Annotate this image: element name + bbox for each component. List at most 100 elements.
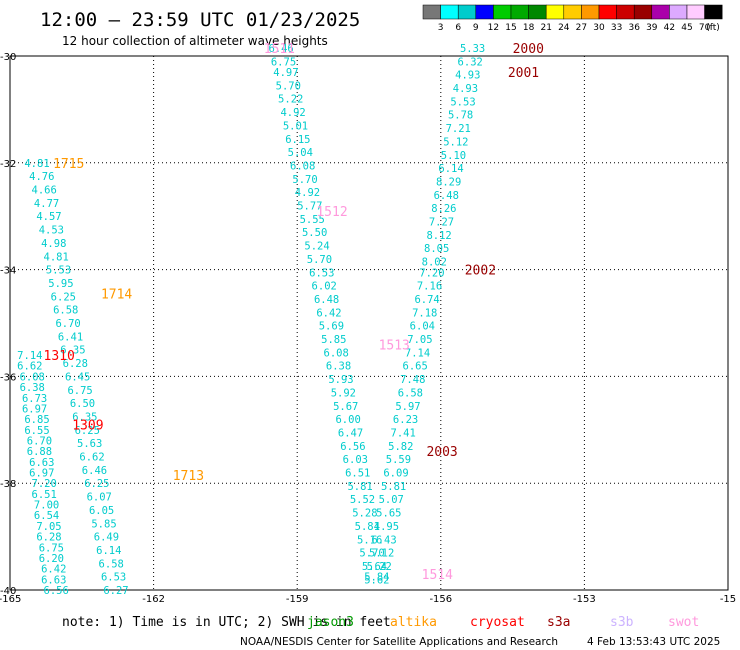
scale-label: 27 xyxy=(576,23,587,33)
footer-timestamp: 4 Feb 13:53:43 UTC 2025 xyxy=(587,636,720,648)
wave-height-value: 6.28 xyxy=(63,358,88,370)
wave-height-value: 6.14 xyxy=(96,545,121,557)
wave-height-value: 5.50 xyxy=(302,227,327,239)
x-tick-label: -159 xyxy=(286,594,309,605)
wave-height-value: 5.12 xyxy=(369,548,394,560)
wave-height-value: 5.12 xyxy=(443,136,468,148)
wave-height-value: 6.25 xyxy=(75,425,100,437)
wave-height-value: 5.64 xyxy=(362,561,387,573)
wave-height-value: 6.35 xyxy=(72,411,97,423)
track-label: 1713 xyxy=(173,469,204,484)
wave-height-value: 5.92 xyxy=(331,387,356,399)
grid xyxy=(9,55,729,591)
wave-height-value: 5.70 xyxy=(307,254,332,266)
scale-label: 42 xyxy=(664,23,675,33)
wave-height-value: 5.95 xyxy=(48,278,73,290)
wave-height-value: 6.09 xyxy=(383,468,408,480)
wave-height-value: 5.85 xyxy=(321,334,346,346)
wave-height-value: 6.47 xyxy=(338,427,363,439)
plot-border xyxy=(9,55,729,591)
wave-height-value: 6.56 xyxy=(340,441,365,453)
wave-height-value: 6.63 xyxy=(29,457,54,469)
wave-height-value: 4.57 xyxy=(36,211,61,223)
wave-height-value: 8.29 xyxy=(436,176,461,188)
x-tick-label: -162 xyxy=(142,594,165,605)
wave-height-value: 6.00 xyxy=(335,414,360,426)
wave-height-value: 5.69 xyxy=(319,321,344,333)
wave-height-value: 6.74 xyxy=(414,294,439,306)
wave-height-value: 5.77 xyxy=(297,201,322,213)
wave-height-value: 6.54 xyxy=(34,510,59,522)
wave-height-value: 5.70 xyxy=(276,80,301,92)
wave-height-value: 4.97 xyxy=(273,67,298,79)
wave-height-value: 6.75 xyxy=(39,542,64,554)
chart-title: 12:00 – 23:59 UTC 01/23/2025 xyxy=(40,9,360,31)
scale-label: 24 xyxy=(558,23,570,33)
satellite-altika: altika xyxy=(390,615,437,630)
scale-swatch xyxy=(440,4,459,20)
wave-height-value: 6.48 xyxy=(314,294,339,306)
wave-height-value: 6.46 xyxy=(268,43,293,55)
wave-height-value: 7.00 xyxy=(34,500,59,512)
wave-height-value: 5.04 xyxy=(288,147,313,159)
wave-height-value: 5.97 xyxy=(395,401,420,413)
wave-height-value: 5.93 xyxy=(328,374,353,386)
satellite-cryosat: cryosat xyxy=(470,615,525,630)
y-tick-label: -38 xyxy=(0,479,16,490)
wave-height-value: 4.92 xyxy=(295,187,320,199)
wave-height-value: 6.20 xyxy=(39,553,64,565)
track-label: 2000 xyxy=(513,42,544,57)
wave-height-value: 6.88 xyxy=(27,446,52,458)
track-labels: 1511 1512 1513 1514 1715 1714 1713 1310 1309 2000… xyxy=(44,42,544,583)
x-tick-label: -15 xyxy=(720,594,736,605)
wave-height-value: 6.08 xyxy=(324,347,349,359)
wave-height-value: 5.63 xyxy=(77,438,102,450)
wave-height-value: 7.14 xyxy=(17,350,42,362)
wave-height-value: 7.05 xyxy=(407,334,432,346)
wave-height-value: 5.81 xyxy=(381,481,406,493)
wave-height-value: 7.41 xyxy=(391,427,416,439)
track-label: 2001 xyxy=(508,66,539,81)
wave-height-value: 4.93 xyxy=(453,83,478,95)
wave-height-value: 4.77 xyxy=(34,198,59,210)
scale-swatch xyxy=(528,4,547,20)
wave-height-value: 5.82 xyxy=(388,441,413,453)
footer-note: note: 1) Time is in UTC; 2) SWH is in fe… xyxy=(62,615,391,630)
scale-swatch xyxy=(581,4,600,20)
color-scale: 3 6 9 12 15 18 21 24 27 30 33 36 39 42 45 70(ft) xyxy=(422,4,723,33)
wave-height-value: 6.48 xyxy=(434,190,459,202)
scale-swatch xyxy=(457,4,477,20)
axis-ticks: -165 -162 -159 -156 -153 -15 -30 -32 -34 -36 -38 -4… xyxy=(0,52,736,605)
wave-height-value: 6.08 xyxy=(20,371,45,383)
wave-height-value: 5.28 xyxy=(352,508,377,520)
wave-height-value: 6.62 xyxy=(17,361,42,373)
scale-unit: (ft) xyxy=(706,23,720,33)
scale-swatch xyxy=(475,4,494,20)
wave-height-value: 6.43 xyxy=(371,534,396,546)
wave-height-value: 8.12 xyxy=(426,230,451,242)
wave-height-value: 6.58 xyxy=(398,387,423,399)
scale-label: 36 xyxy=(628,23,640,33)
scale-swatch xyxy=(422,4,441,20)
track-label: 1514 xyxy=(422,568,453,583)
wave-height-value: 5.22 xyxy=(367,561,392,573)
scale-swatch xyxy=(563,4,582,20)
wave-height-value: 7.18 xyxy=(412,307,437,319)
scale-swatch xyxy=(651,4,670,20)
y-tick-label: -36 xyxy=(0,372,16,383)
scale-label: 3 xyxy=(438,23,444,33)
wave-height-value: 4.98 xyxy=(41,238,66,250)
wave-height-value: 6.97 xyxy=(29,468,54,480)
wave-height-value: 6.32 xyxy=(458,56,483,68)
wave-height-value: 6.46 xyxy=(82,465,107,477)
y-tick-label: -30 xyxy=(0,52,16,63)
wave-height-value: 6.58 xyxy=(99,558,124,570)
wave-height-value: 6.05 xyxy=(89,505,114,517)
wave-height-value: 7.14 xyxy=(405,347,430,359)
wave-height-value: 5.81 xyxy=(347,481,372,493)
scale-swatch xyxy=(616,4,635,20)
satellite-jason3: jason3 xyxy=(307,615,354,630)
chart-subtitle: 12 hour collection of altimeter wave hei… xyxy=(62,34,328,48)
scale-swatch xyxy=(686,4,705,20)
wave-height-value: 5.07 xyxy=(379,494,404,506)
